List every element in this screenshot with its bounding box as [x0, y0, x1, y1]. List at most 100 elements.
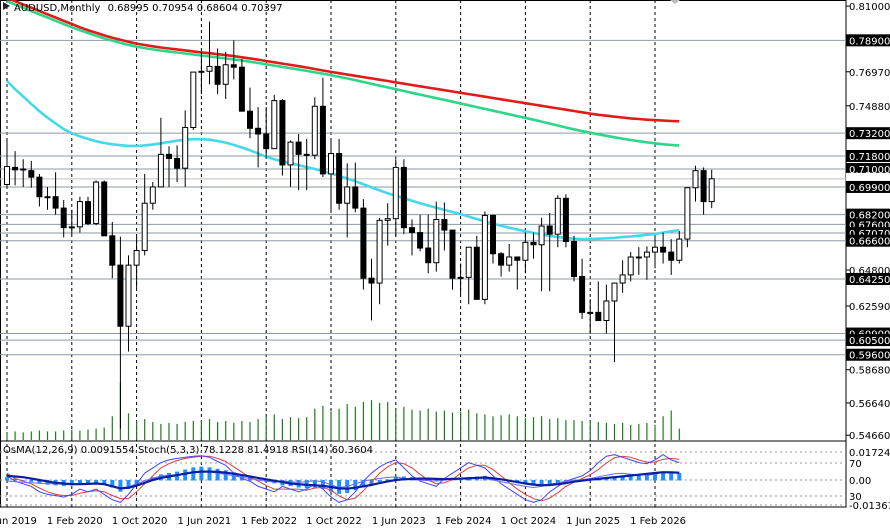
level-label: 0.68200	[849, 211, 890, 222]
collapse-arrow-icon[interactable]	[3, 2, 10, 10]
candle-body	[538, 225, 545, 246]
candle-body	[417, 232, 424, 249]
x-tick-label: 1 Oct 2024	[501, 516, 556, 527]
candle-body	[700, 170, 707, 203]
candle-body	[117, 264, 124, 327]
candle-body	[141, 202, 148, 251]
candle-body	[20, 168, 27, 171]
symbol-label: AUDUSD,Monthly	[14, 3, 101, 14]
candle-body	[611, 282, 618, 302]
level-label: 0.78900	[849, 36, 890, 47]
ema-200-line	[8, 0, 680, 123]
x-tick-label: 1 Jun 2025	[566, 516, 620, 527]
candle-body	[230, 64, 237, 68]
indicator-scale-label: 0.017241	[849, 448, 890, 459]
candle-body	[352, 186, 359, 209]
osma-bar	[385, 479, 390, 481]
candle-body	[400, 166, 407, 229]
candle-body	[522, 241, 529, 261]
osma-bar	[215, 468, 220, 481]
osma-bar	[393, 477, 398, 481]
indicator-scale-label: 30	[849, 492, 862, 503]
level-tag	[846, 234, 890, 247]
osma-bar	[523, 480, 528, 484]
candle-body	[206, 65, 213, 72]
osma-bar	[77, 480, 82, 485]
candle-body	[457, 276, 464, 279]
osma-bar	[21, 480, 26, 481]
osma-bar	[644, 473, 649, 481]
candle-body	[279, 100, 286, 166]
osma-bar	[118, 480, 123, 492]
x-tick-label: 1 Oct 2020	[112, 516, 167, 527]
candle-body	[360, 207, 367, 279]
level-label: 0.71000	[849, 165, 890, 176]
osma-bar	[94, 480, 99, 484]
y-tick-label: 0.62590	[849, 302, 890, 313]
candle-body	[174, 157, 181, 169]
candle-body	[490, 214, 496, 255]
candle-body	[295, 141, 302, 155]
y-tick-label: 0.58680	[849, 366, 890, 377]
candle-body	[60, 207, 67, 229]
osma-bar	[677, 473, 682, 481]
osma-bar	[669, 472, 674, 481]
y-tick-label: 0.56640	[849, 399, 890, 410]
level-tag	[846, 272, 890, 285]
candle-body	[643, 251, 650, 258]
level-label: 0.60500	[849, 336, 890, 347]
candle-body	[595, 311, 602, 322]
indicator-scale-label: 70	[849, 459, 862, 470]
macd-signal-line	[6, 470, 680, 490]
candle-body	[708, 178, 715, 203]
candle-body	[12, 166, 19, 171]
osma-bar	[555, 480, 560, 484]
indicator-header: OsMA(12,26,9) 0.0091554 Stoch(5,3,3) 78.…	[3, 445, 373, 456]
candle-body	[287, 141, 294, 166]
level-tag	[846, 334, 890, 347]
candle-body	[271, 100, 278, 150]
osma-bar	[110, 480, 115, 488]
candle-body	[652, 246, 658, 253]
osma-bar	[337, 480, 342, 494]
candle-body	[319, 105, 326, 175]
y-tick-label: 0.64800	[849, 266, 890, 277]
candle-body	[587, 311, 594, 314]
candle-body	[449, 229, 456, 279]
candle-body	[247, 110, 253, 129]
osma-bar	[377, 480, 382, 482]
x-tick-label: 1 Feb 2020	[47, 516, 103, 527]
candle-body	[68, 226, 75, 229]
candle-body	[85, 201, 91, 225]
x-tick-label: 1 Jun 2019	[0, 516, 37, 527]
osma-bar	[29, 480, 34, 482]
candle-body	[190, 71, 197, 128]
candle-body	[93, 181, 100, 225]
osma-bar	[653, 473, 657, 481]
level-label: 0.67600	[849, 220, 890, 231]
level-tag	[846, 127, 890, 140]
osma-bar	[37, 480, 42, 484]
candle-body	[465, 246, 472, 278]
chart-title: AUDUSD,Monthly 0.68995 0.70954 0.68604 0…	[14, 3, 283, 14]
level-label: 0.67070	[849, 229, 890, 240]
candle-body	[660, 246, 667, 253]
candle-body	[182, 126, 189, 169]
y-tick-label: 0.81000	[849, 2, 890, 13]
candle-body	[579, 276, 586, 313]
candle-body	[571, 241, 577, 278]
candle-body	[133, 249, 140, 266]
y-tick-label: 0.74880	[849, 102, 890, 113]
candle-body	[392, 166, 399, 220]
osma-bar	[126, 480, 131, 489]
indicator-layer	[0, 451, 846, 506]
x-tick-label: 1 Jun 2021	[178, 516, 232, 527]
candle-body	[514, 256, 521, 261]
x-tick-label: 1 Feb 2022	[241, 516, 297, 527]
candle-body	[425, 247, 432, 264]
candle-body	[684, 187, 691, 240]
candle-body	[562, 197, 569, 243]
indicator-scale-label: 0.00	[849, 476, 871, 487]
